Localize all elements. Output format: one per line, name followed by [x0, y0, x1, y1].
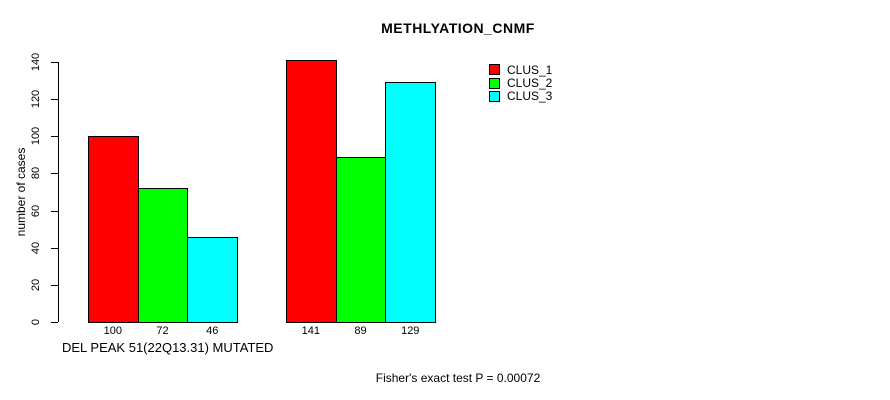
legend-item-clus_3: CLUS_3 — [489, 89, 553, 104]
y-axis-tick-label: 100 — [30, 127, 42, 146]
y-axis-tick — [51, 136, 58, 138]
legend-label: CLUS_3 — [507, 89, 553, 104]
bar-clus_3-group2 — [385, 82, 437, 323]
legend-label: CLUS_2 — [507, 76, 553, 91]
y-axis-tick-label: 0 — [30, 318, 42, 326]
legend-swatch-clus_3 — [489, 90, 500, 102]
chart-title: METHLYATION_CNMF — [381, 20, 535, 36]
bar-value-label: 129 — [401, 325, 420, 337]
legend-swatch-clus_2 — [489, 77, 500, 89]
y-axis-tick — [51, 322, 58, 323]
y-axis-tick — [51, 284, 58, 286]
bar-clus_1-group1 — [88, 136, 139, 323]
bar-value-label: 100 — [103, 325, 123, 337]
legend-item-clus_2: CLUS_2 — [489, 76, 553, 91]
legend-item-clus_1: CLUS_1 — [489, 62, 553, 77]
y-axis-tick — [51, 173, 58, 175]
y-axis-tick — [51, 247, 58, 249]
y-axis-tick-label: 40 — [30, 241, 42, 254]
legend-label: CLUS_1 — [507, 62, 553, 77]
x-axis-title: DEL PEAK 51(22Q13.31) MUTATED — [62, 340, 274, 355]
bar-value-label: 89 — [354, 325, 367, 337]
bar-clus_1-group2 — [286, 60, 337, 323]
y-axis-tick-label: 60 — [30, 204, 42, 217]
bar-clus_2-group1 — [137, 188, 189, 323]
y-axis-tick — [51, 210, 58, 212]
bar-clus_3-group1 — [187, 236, 239, 323]
y-axis-tick — [51, 99, 58, 101]
bar-value-label: 46 — [206, 325, 219, 337]
y-axis-title: number of cases — [14, 147, 28, 237]
bar-value-label: 72 — [156, 325, 169, 337]
y-axis-tick-label: 20 — [30, 278, 42, 291]
footer-note: Fisher's exact test P = 0.00072 — [375, 371, 541, 385]
legend-swatch-clus_1 — [489, 64, 500, 76]
y-axis-tick-label: 140 — [30, 52, 42, 72]
bar-value-label: 141 — [301, 325, 321, 337]
bar-clus_2-group2 — [335, 156, 387, 323]
y-axis-tick-label: 80 — [30, 167, 42, 180]
y-axis-tick — [51, 62, 58, 63]
legend: CLUS_1 CLUS_2 CLUS_3 — [489, 63, 552, 103]
y-axis-tick-label: 120 — [30, 89, 42, 109]
y-axis-line — [58, 62, 59, 322]
